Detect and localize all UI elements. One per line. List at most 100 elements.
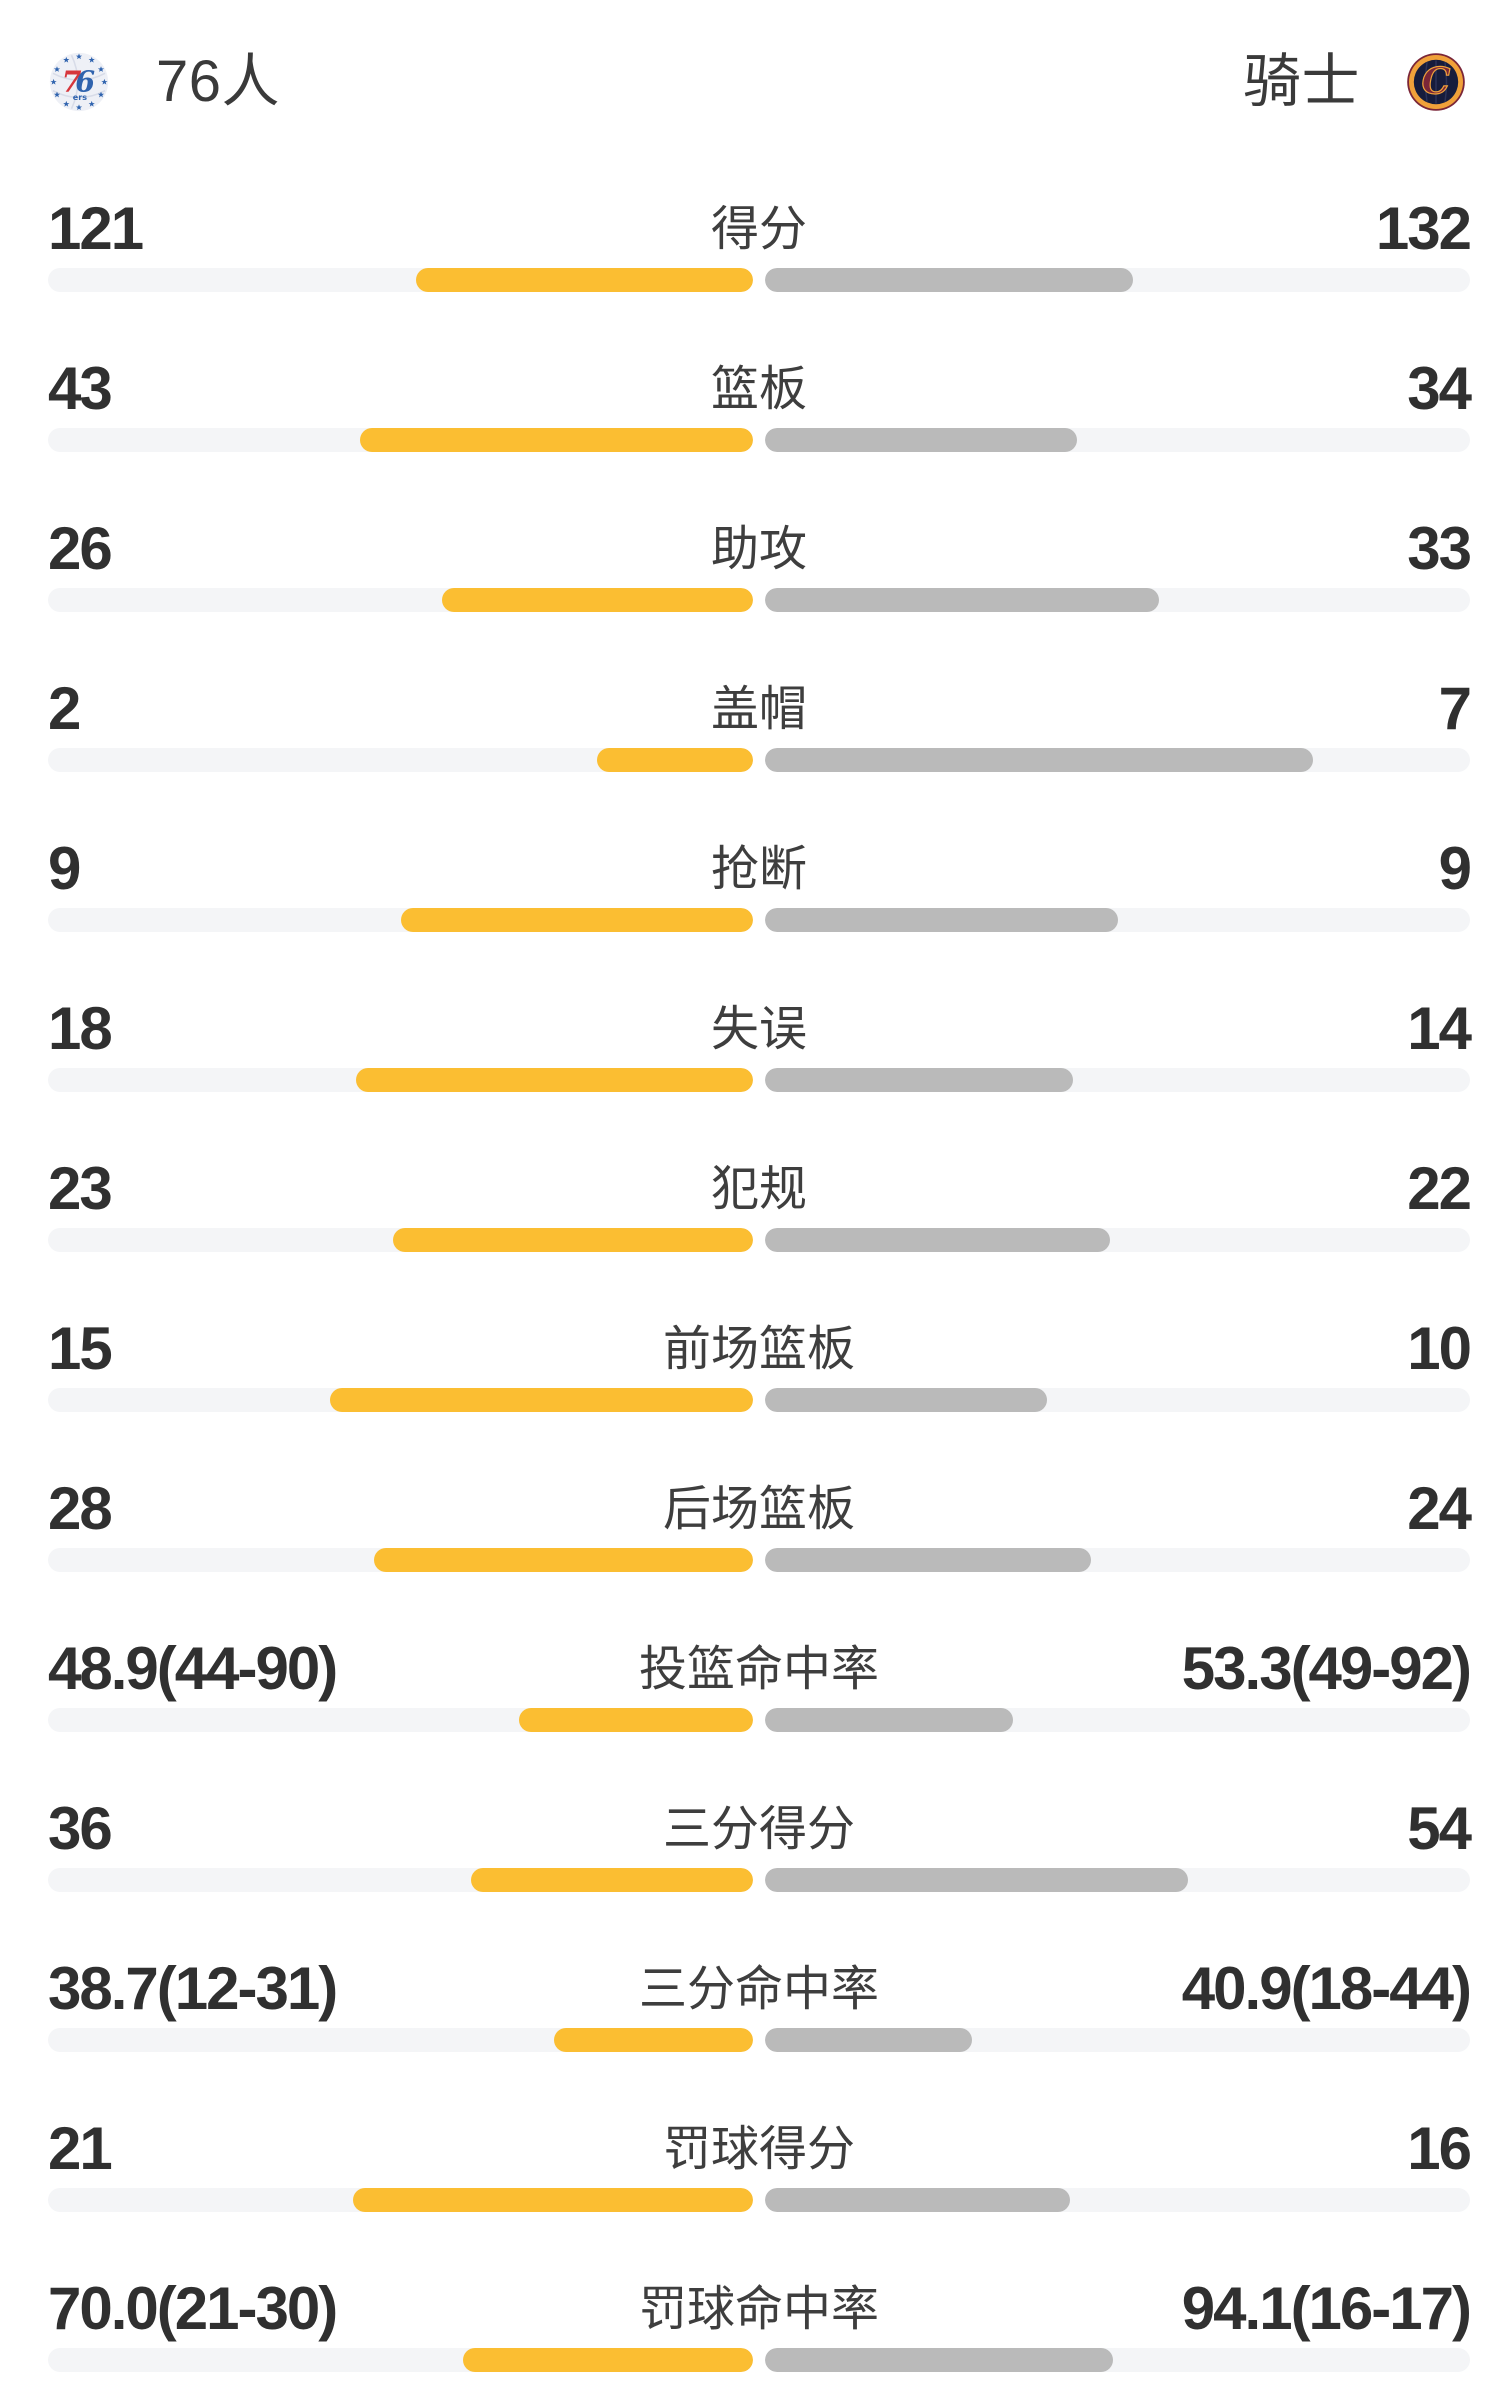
home-bar-track [48, 1868, 753, 1892]
stat-bars [48, 428, 1470, 452]
away-bar-track [765, 1228, 1470, 1252]
away-bar-fill [765, 1068, 1074, 1092]
home-bar-track [48, 1548, 753, 1572]
away-bar-fill [765, 2028, 972, 2052]
home-stat-value: 23 [48, 1155, 113, 1222]
away-bar-track [765, 1708, 1470, 1732]
away-bar-track [765, 908, 1470, 932]
away-bar-fill [765, 428, 1077, 452]
home-stat-value: 36 [48, 1795, 113, 1862]
stat-bars [48, 908, 1470, 932]
stat-row: 18 失误 14 [48, 995, 1472, 1096]
away-bar-fill [765, 1868, 1188, 1892]
away-bar-fill [765, 748, 1314, 772]
home-bar-fill [373, 1548, 753, 1572]
home-bar-track [48, 1708, 753, 1732]
stat-row: 48.9(44-90) 投篮命中率 53.3(49-92) [48, 1635, 1472, 1736]
stat-label: 犯规 [710, 1163, 808, 1216]
stat-bars [48, 1068, 1470, 1092]
home-bar-track [48, 2028, 753, 2052]
stat-bars [48, 2028, 1470, 2052]
header: 7 6 ers 76人 骑士 C [48, 49, 1466, 115]
stat-values-line: 9 抢断 9 [48, 835, 1472, 902]
stat-values-line: 15 前场篮板 10 [48, 1316, 1472, 1382]
away-stat-value: 54 [1407, 1795, 1472, 1862]
stat-row: 26 助攻 33 [48, 516, 1472, 616]
home-bar-fill [596, 748, 753, 772]
stat-values-line: 2 盖帽 7 [48, 675, 1472, 742]
svg-text:ers: ers [73, 93, 87, 102]
home-stat-value: 38.7(12-31) [48, 1955, 338, 2022]
away-stat-value: 7 [1438, 675, 1472, 742]
away-bar-fill [765, 1548, 1091, 1572]
home-bar-fill [330, 1388, 753, 1412]
stat-label: 得分 [710, 203, 808, 256]
team-away-name: 骑士 [1242, 49, 1360, 114]
home-bar-track [48, 268, 753, 292]
away-bar-track [765, 1068, 1470, 1092]
stat-row: 70.0(21-30) 罚球命中率 94.1(16-17) [48, 2276, 1472, 2376]
stat-values-line: 48.9(44-90) 投篮命中率 53.3(49-92) [48, 1635, 1472, 1702]
home-stat-value: 121 [48, 195, 144, 262]
stat-bars [48, 748, 1470, 772]
stat-bars [48, 1228, 1470, 1252]
home-bar-fill [416, 268, 753, 292]
away-stat-value: 53.3(49-92) [1181, 1635, 1472, 1702]
stat-label: 助攻 [710, 523, 808, 576]
stat-row: 21 罚球得分 16 [48, 2116, 1472, 2216]
stat-values-line: 70.0(21-30) 罚球命中率 94.1(16-17) [48, 2276, 1472, 2342]
away-bar-track [765, 268, 1470, 292]
stat-label: 前场篮板 [662, 1323, 856, 1376]
home-bar-fill [471, 1868, 753, 1892]
away-bar-fill [765, 2348, 1113, 2372]
away-bar-fill [765, 1388, 1047, 1412]
away-bar-track [765, 748, 1470, 772]
stat-bars [48, 2348, 1470, 2372]
away-bar-fill [765, 2188, 1070, 2212]
stat-bars [48, 588, 1470, 612]
stat-label: 三分命中率 [638, 1963, 880, 2016]
home-bar-fill [553, 2028, 753, 2052]
home-bar-fill [359, 428, 753, 452]
stat-label: 失误 [710, 1003, 808, 1056]
home-bar-track [48, 2348, 753, 2372]
home-bar-track [48, 2188, 753, 2212]
stat-values-line: 21 罚球得分 16 [48, 2116, 1472, 2182]
home-stat-value: 48.9(44-90) [48, 1635, 338, 1702]
away-stat-value: 14 [1407, 995, 1472, 1062]
stat-values-line: 121 得分 132 [48, 195, 1472, 262]
philadelphia-76ers-logo-icon: 7 6 ers [48, 51, 110, 113]
home-stat-value: 2 [48, 675, 81, 742]
away-bar-track [765, 1548, 1470, 1572]
stat-row: 38.7(12-31) 三分命中率 40.9(18-44) [48, 1955, 1472, 2056]
home-bar-track [48, 1228, 753, 1252]
home-stat-value: 18 [48, 995, 113, 1062]
home-bar-fill [400, 908, 753, 932]
home-stat-value: 28 [48, 1475, 113, 1542]
home-bar-track [48, 748, 753, 772]
stat-label: 罚球命中率 [638, 2283, 880, 2336]
home-stat-value: 43 [48, 355, 113, 422]
stat-label: 篮板 [710, 363, 808, 416]
home-bar-fill [352, 2188, 753, 2212]
away-bar-fill [765, 1708, 1014, 1732]
home-bar-track [48, 908, 753, 932]
home-bar-track [48, 588, 753, 612]
stat-label: 后场篮板 [662, 1483, 856, 1536]
team-home: 7 6 ers 76人 [48, 49, 280, 115]
home-bar-fill [518, 1708, 753, 1732]
home-bar-fill [392, 1228, 753, 1252]
away-stat-value: 22 [1407, 1155, 1472, 1222]
stat-bars [48, 2188, 1470, 2212]
stat-row: 121 得分 132 [48, 195, 1472, 296]
stat-values-line: 26 助攻 33 [48, 516, 1472, 582]
stat-bars [48, 1708, 1470, 1732]
home-bar-track [48, 1068, 753, 1092]
team-away: 骑士 C [1243, 49, 1466, 115]
away-bar-track [765, 1868, 1470, 1892]
away-bar-fill [765, 588, 1160, 612]
home-stat-value: 9 [48, 835, 81, 902]
stat-bars [48, 1868, 1470, 1892]
stat-row: 9 抢断 9 [48, 835, 1472, 936]
away-bar-track [765, 2348, 1470, 2372]
